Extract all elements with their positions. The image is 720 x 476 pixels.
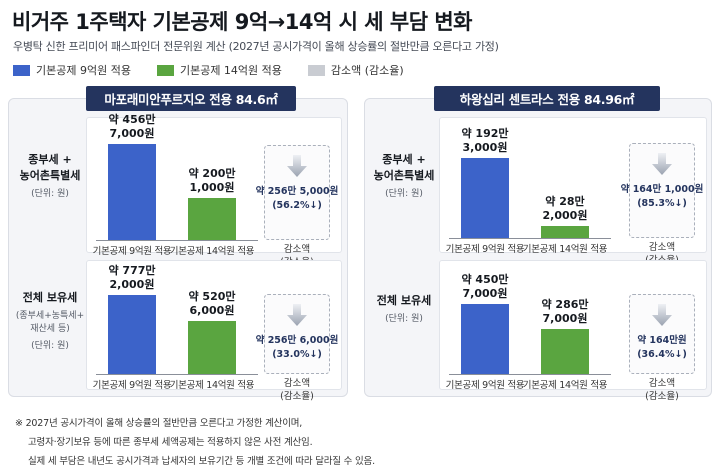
bar-14eok (541, 226, 589, 238)
rowlabel-c3: 전체 보유세 (단위: 원) (368, 293, 440, 326)
legend-label-reduction: 감소액 (감소율) (330, 64, 404, 77)
chart-baseline (449, 238, 611, 239)
bar-14eok (541, 329, 589, 374)
rowlabel-unit: (단위: 원) (31, 189, 69, 199)
category-label: 기본공제 14억원 적용 (169, 380, 255, 391)
category-label: 기본공제 14억원 적용 (522, 380, 608, 391)
panel-head-right: 하왕십리 센트라스 전용 84.96㎡ (434, 86, 660, 111)
chart-baseline (96, 240, 258, 241)
legend-swatch-green (156, 64, 174, 76)
rowlabel-main-2: 농어촌특별세 (19, 169, 81, 182)
rowlabel-main: 전체 보유세 (22, 291, 78, 304)
legend-swatch-gray (307, 64, 325, 76)
footnote-1: ※ 2027년 공시가격이 올해 상승률의 절반만큼 오른다고 가정한 계산이며… (15, 418, 303, 429)
legend-swatch-blue (13, 64, 30, 76)
category-label: 기본공제 14억원 적용 (522, 244, 608, 255)
rowlabel-c1: 전체 보유세 (종부세+농특세+ 재산세 등) (단위: 원) (14, 290, 86, 353)
reduction-value: 약 164만원 (36.4%↓) (637, 335, 687, 360)
bar-9eok (461, 304, 509, 374)
category-label: 기본공제 14억원 적용 (169, 246, 255, 257)
footnotes: ※ 2027년 공시가격이 올해 상승률의 절반만큼 오른다고 가정한 계산이며… (15, 414, 375, 471)
down-arrow-icon (287, 155, 307, 177)
bar-value-label: 약 456만 7,000원 (108, 113, 156, 140)
bar-value-label: 약 450만 7,000원 (461, 273, 509, 300)
category-label: 기본공제 9억원 적용 (445, 244, 525, 255)
down-arrow-icon (287, 304, 307, 326)
down-arrow-icon (652, 153, 672, 175)
bar-value-label: 약 777만 2,000원 (108, 264, 156, 291)
bar-value-label: 약 520만 6,000원 (188, 290, 236, 317)
bar-9eok (108, 295, 156, 374)
rowlabel-main-2: 농어촌특별세 (373, 169, 435, 182)
reduction-value: 약 164만 1,000원 (85.3%↓) (620, 184, 704, 209)
legend-item-14eok: 기본공제 14억원 적용 (156, 62, 282, 78)
chart-baseline (96, 374, 258, 375)
rowlabel-main: 종부세 + (382, 153, 426, 166)
rowlabel-unit: (단위: 원) (385, 314, 423, 324)
legend-item-9eok: 기본공제 9억원 적용 (13, 62, 131, 78)
bar-14eok (188, 198, 236, 240)
legend-label-9eok: 기본공제 9억원 적용 (36, 64, 131, 77)
category-label: 기본공제 9억원 적용 (445, 380, 525, 391)
rowlabel-main: 종부세 + (28, 153, 72, 166)
rowlabel-unit: (단위: 원) (31, 341, 69, 351)
reduction-axis-label: 감소액(감소율) (645, 378, 679, 402)
rowlabel-c2: 종부세 + 농어촌특별세 (단위: 원) (368, 152, 440, 201)
bar-9eok (108, 144, 156, 240)
bar-14eok (188, 321, 236, 374)
page-title: 비거주 1주택자 기본공제 9억→14억 시 세 부담 변화 (12, 10, 472, 34)
bar-value-label: 약 192만 3,000원 (461, 127, 509, 154)
reduction-value: 약 256만 5,000원 (56.2%↓) (255, 186, 339, 211)
rowlabel-sub: (종부세+농특세+ (15, 311, 85, 321)
rowlabel-sub-2: 재산세 등) (30, 324, 70, 334)
chart-baseline (449, 374, 611, 375)
footnote-3: 실제 세 부담은 내년도 공시가격과 납세자의 보유기간 등 개별 조건에 따라… (28, 456, 375, 467)
panel-head-left: 마포래미안푸르지오 전용 84.6㎡ (86, 86, 296, 111)
down-arrow-icon (652, 304, 672, 326)
rowlabel-c0: 종부세 + 농어촌특별세 (단위: 원) (14, 152, 86, 201)
reduction-axis-label: 감소액(감소율) (280, 378, 314, 402)
legend-label-14eok: 기본공제 14억원 적용 (179, 64, 282, 77)
legend: 기본공제 9억원 적용 기본공제 14억원 적용 감소액 (감소율) (13, 63, 430, 77)
bar-value-label: 약 200만 1,000원 (188, 167, 236, 194)
footnote-2: 고령자·장기보유 등에 따른 종부세 세액공제는 적용하지 않은 사전 계산임. (28, 437, 313, 448)
reduction-value: 약 256만 6,000원 (33.0%↓) (255, 335, 339, 360)
rowlabel-unit: (단위: 원) (385, 189, 423, 199)
bar-value-label: 약 28만 2,000원 (542, 195, 588, 222)
rowlabel-main: 전체 보유세 (376, 294, 432, 307)
bar-9eok (461, 158, 509, 238)
category-label: 기본공제 9억원 적용 (92, 380, 172, 391)
bar-value-label: 약 286만 7,000원 (541, 298, 589, 325)
page-subtitle: 우병탁 신한 프리미어 패스파인더 전문위원 계산 (2027년 공시가격이 올… (13, 40, 499, 53)
legend-item-reduction: 감소액 (감소율) (307, 62, 404, 78)
category-label: 기본공제 9억원 적용 (92, 246, 172, 257)
